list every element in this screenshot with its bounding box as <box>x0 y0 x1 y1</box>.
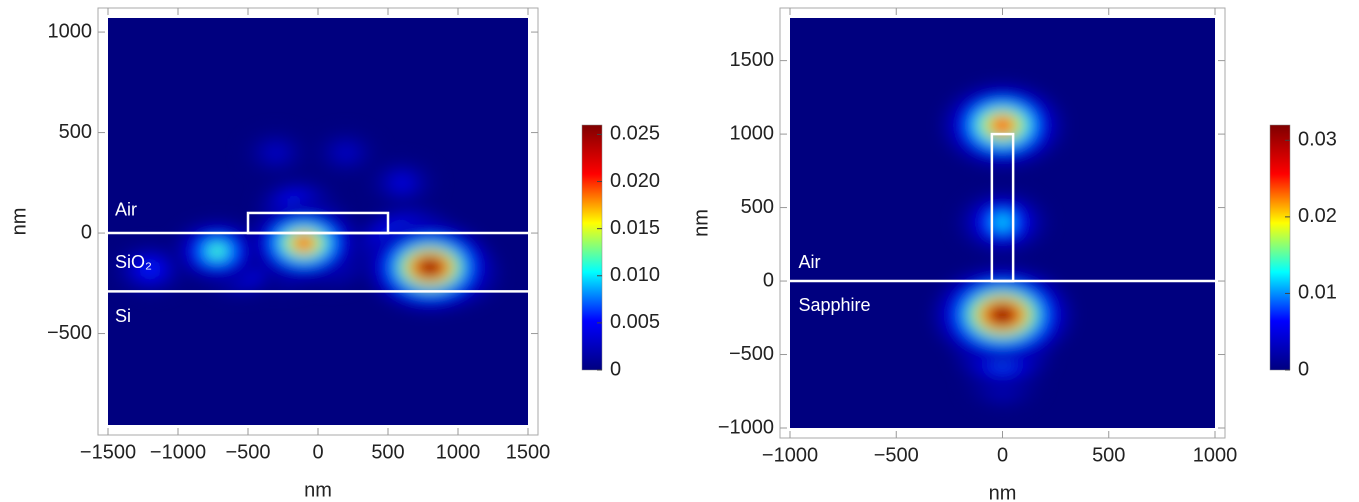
x-axis-label: nm <box>304 479 332 501</box>
region-label: SiO₂ <box>115 252 152 272</box>
region-label: Air <box>115 200 137 220</box>
colorbar-tick-label: 0 <box>1298 358 1309 380</box>
hotspot <box>419 259 441 275</box>
colorbar-tick-label: 0.005 <box>610 311 660 333</box>
x-tick-label: 1000 <box>436 441 481 463</box>
x-tick-label: 500 <box>1092 444 1125 466</box>
y-tick-label: 500 <box>741 196 774 218</box>
region-label: Sapphire <box>799 295 871 315</box>
x-tick-label: 1500 <box>506 441 551 463</box>
hotspot <box>994 216 1011 228</box>
hotspot <box>294 236 314 250</box>
x-tick-label: −500 <box>874 444 919 466</box>
hotspot <box>992 118 1013 133</box>
colorbar-tick-label: 0.015 <box>610 217 660 239</box>
y-tick-label: 1000 <box>730 122 775 144</box>
colorbar-tick-label: 0 <box>610 358 621 380</box>
colorbar-tick-label: 0.02 <box>1298 205 1337 227</box>
colorbar-tick-label: 0.01 <box>1298 282 1337 304</box>
x-tick-label: 1000 <box>1193 444 1238 466</box>
x-tick-label: −1500 <box>80 441 136 463</box>
x-tick-label: −1000 <box>150 441 206 463</box>
colorbar-tick-label: 0.03 <box>1298 129 1337 151</box>
x-tick-label: 0 <box>312 441 323 463</box>
heatmap <box>790 18 1215 428</box>
hotspot <box>209 245 225 257</box>
y-axis-label: nm <box>8 208 30 236</box>
region-label: Air <box>799 252 821 272</box>
region-label: Si <box>115 306 131 326</box>
y-tick-label: −500 <box>729 343 774 365</box>
structure-outline <box>990 132 1015 283</box>
y-tick-label: −1000 <box>718 416 774 438</box>
y-axis-label: nm <box>690 209 712 237</box>
x-axis-label: nm <box>989 482 1017 502</box>
chart: Air SiO₂ Si −1500 −1000 −500 0 500 1000 1500 −500 0… <box>8 7 660 501</box>
y-tick-label: −500 <box>47 322 92 344</box>
hotspot <box>991 306 1014 323</box>
hotspot <box>143 264 157 274</box>
heatmap <box>108 18 528 425</box>
hotspot <box>270 148 282 157</box>
hotspot <box>396 178 408 188</box>
structure-outline <box>246 211 390 235</box>
hotspot <box>340 148 352 157</box>
x-tick-label: −1000 <box>762 444 818 466</box>
colorbar-tick-label: 0.010 <box>610 264 660 286</box>
colorbar-tick-label: 0.020 <box>610 170 660 192</box>
x-tick-label: 500 <box>371 441 404 463</box>
y-tick-label: 0 <box>763 269 774 291</box>
y-tick-label: 1500 <box>730 49 775 71</box>
colorbar <box>1269 124 1291 371</box>
colorbar <box>581 124 603 371</box>
y-tick-label: 0 <box>81 221 92 243</box>
hotspots <box>930 80 1075 413</box>
x-tick-label: 0 <box>997 444 1008 466</box>
y-tick-label: 500 <box>59 121 92 143</box>
x-tick-label: −500 <box>225 441 270 463</box>
y-tick-label: 1000 <box>48 20 93 42</box>
colorbar-tick-label: 0.025 <box>610 123 660 145</box>
chart: Air Sapphire −1000 −500 0 500 1000 −1000 −500 0 50… <box>690 7 1337 502</box>
